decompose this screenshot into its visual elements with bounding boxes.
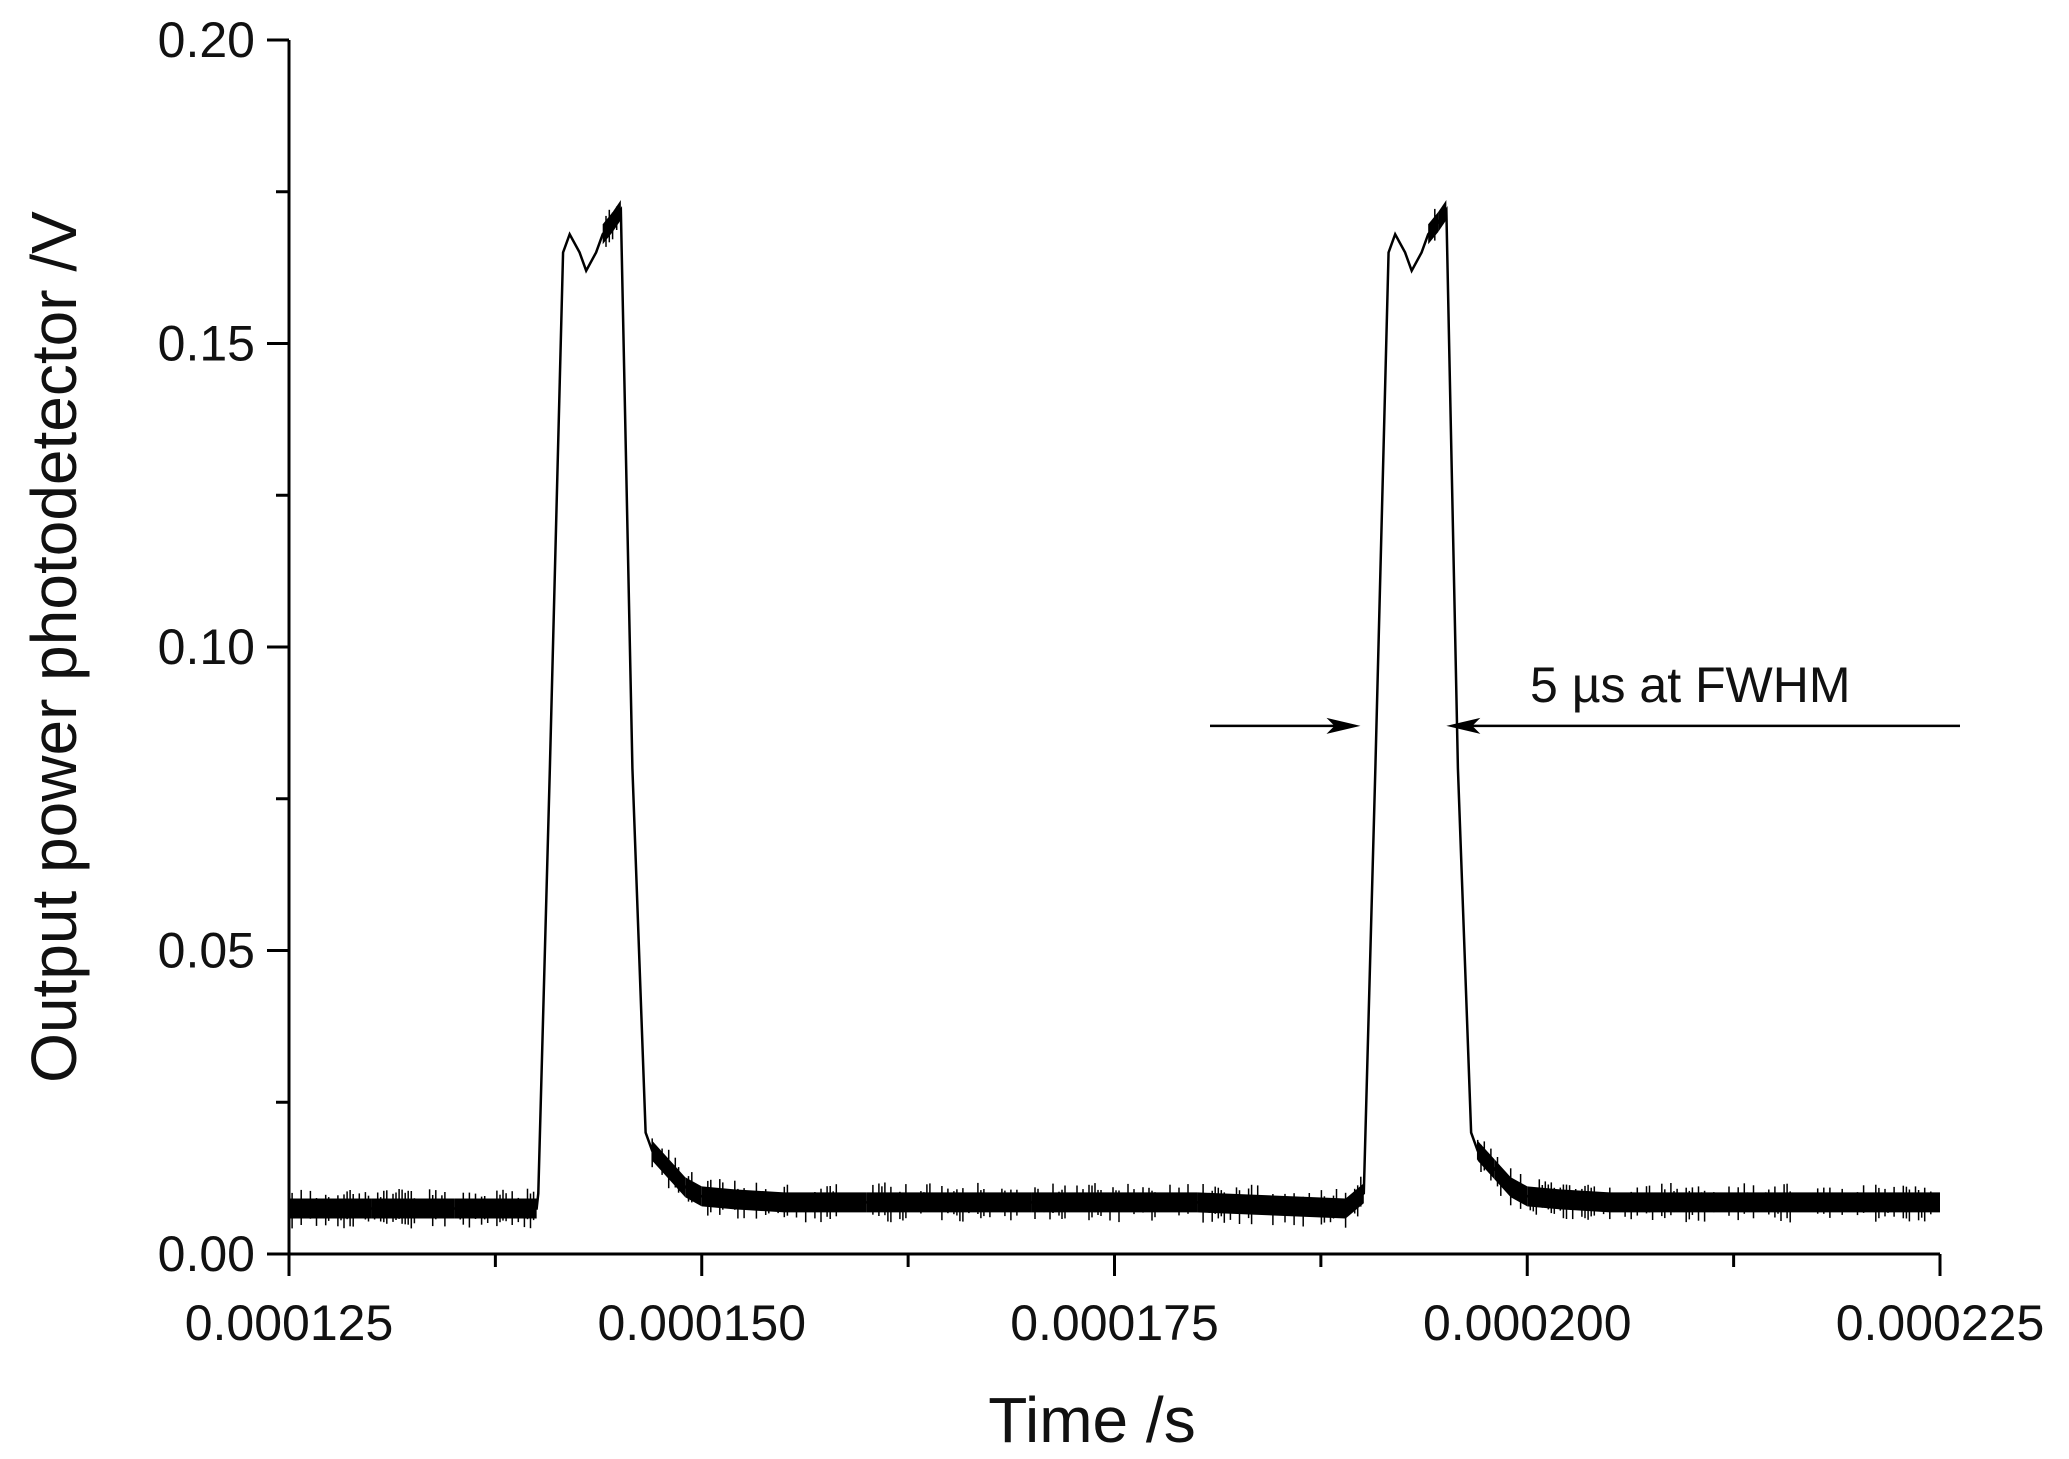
series-noise-band [1609,1192,1693,1213]
series-noise-band [701,1186,735,1210]
series-noise-band [652,1140,669,1180]
series-noise-band [371,1198,455,1219]
fwhm-annotation: 5 µs at FWHM [1210,657,1960,734]
fwhm-label: 5 µs at FWHM [1530,657,1850,713]
series-noise-band [1774,1192,1858,1213]
series-noise-band [1857,1192,1940,1213]
x-tick-label: 0.000175 [1010,1295,1219,1351]
y-tick-label: 0.15 [158,316,255,372]
x-tick-label: 0.000150 [597,1295,806,1351]
x-tick-label: 0.000200 [1423,1295,1632,1351]
series-noise-band [1477,1140,1495,1180]
series-noise-band [602,212,613,245]
series-noise-band [1510,1177,1528,1207]
series-noise-band [1527,1186,1561,1210]
series-noise-band [734,1189,785,1213]
plot-area: 0.000125 0.000150 0.000175 0.000200 0.000225… [158,12,2045,1351]
y-tick-label: 0.10 [158,619,255,675]
series-noise-band [454,1198,537,1219]
y-tick-label: 0.20 [158,12,255,68]
series-noise-band [866,1192,1032,1213]
axis-ticks [267,38,1942,1276]
axis-tick-labels: 0.000125 0.000150 0.000175 0.000200 0.000225… [158,12,2045,1351]
series-noise-band [1438,199,1447,233]
fwhm-right-arrowhead [1446,717,1481,734]
fwhm-left-arrowhead [1326,717,1361,734]
x-tick-label: 0.000225 [1836,1295,2045,1351]
series-noise-band [1692,1192,1775,1213]
series-noise-band [289,1198,372,1219]
y-tick-label: 0.00 [158,1226,255,1282]
series-noise-band [784,1192,867,1213]
x-tick-label: 0.000125 [185,1295,394,1351]
series-noise-band [1031,1192,1198,1213]
x-axis-title: Time /s [988,1384,1195,1456]
series-noise-band [1197,1192,1346,1219]
y-axis-title: Output power photodetector /V [18,211,90,1083]
series-noise-band [1428,212,1439,245]
series-noise-band [668,1159,686,1198]
series-noise-band [1494,1159,1511,1198]
y-tick-label: 0.05 [158,923,255,979]
series-layer [289,199,1940,1229]
series-noise-band [685,1177,702,1207]
